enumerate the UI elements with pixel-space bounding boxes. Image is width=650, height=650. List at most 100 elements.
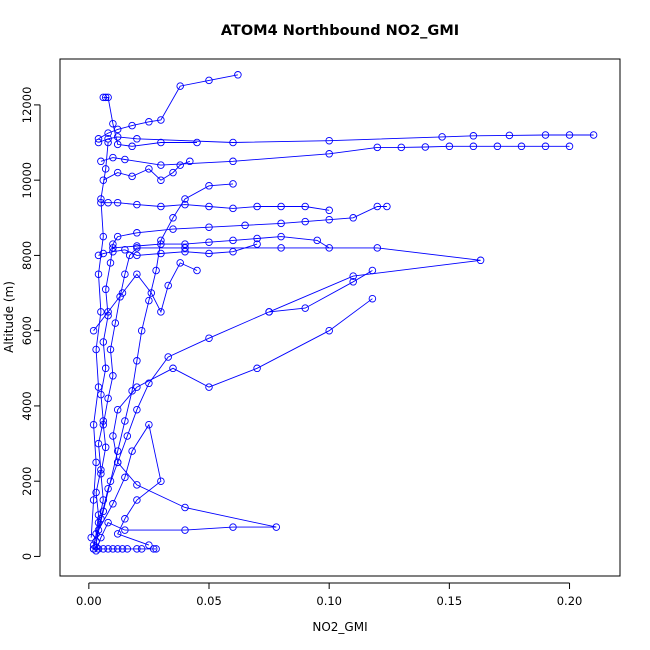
y-tick-label: 10000 [20,162,34,199]
series-line [95,247,481,548]
y-tick-label: 0 [20,553,34,560]
data-point [205,238,213,246]
data-point [181,247,189,256]
data-point [145,296,153,305]
y-tick-label: 12000 [20,87,34,124]
data-point [169,214,177,222]
series-9 [109,232,333,252]
data-point [109,244,117,252]
data-point [229,523,237,531]
data-point [169,168,177,177]
data-point [157,308,165,316]
data-point [113,168,122,177]
data-point [121,473,129,482]
data-point [109,240,117,248]
data-point [325,150,333,158]
data-point [133,545,141,553]
data-point [169,225,177,233]
data-point [469,142,478,151]
series-line [100,202,330,211]
data-point [253,240,261,248]
data-point [97,308,105,316]
data-point [147,289,156,297]
data-point [145,541,153,549]
data-point [176,161,184,169]
data-point [128,121,136,130]
data-point [94,138,103,147]
x-axis: 0.00 0.05 0.10 0.15 0.20 [76,582,582,608]
data-point [94,545,103,553]
data-point [505,131,514,140]
y-tick-label: 6000 [20,316,34,345]
data-point [152,545,160,553]
data-point [145,165,153,173]
data-point [92,537,100,546]
data-point [97,469,105,478]
data-point [104,394,112,403]
data-point [325,215,333,224]
data-point [94,526,103,534]
data-point [128,142,136,151]
series-12 [89,545,160,553]
data-point [133,135,141,143]
data-point [157,161,165,169]
data-point [277,202,285,211]
data-point [205,223,213,231]
series-1 [89,202,391,553]
data-point [89,545,98,553]
data-point [176,82,184,90]
data-point [133,200,141,209]
y-tick-label: 2000 [20,467,34,496]
data-point [99,338,108,346]
data-point [157,176,165,184]
data-point [272,523,281,531]
data-point [113,198,122,207]
data-point [565,142,574,151]
data-point [176,259,184,267]
data-point [106,345,115,354]
data-point [383,202,391,211]
series-layer [87,71,598,555]
data-point [109,545,117,553]
data-point [121,417,129,425]
data-point [229,157,237,166]
series-line [93,262,198,331]
data-point [181,526,189,534]
data-point [145,379,153,388]
data-point [164,281,172,290]
series-6 [99,93,201,151]
data-point [181,195,189,203]
data-point [133,383,141,391]
y-tick-label: 4000 [20,391,34,420]
data-point [113,232,122,241]
data-point [373,143,382,152]
data-point [589,131,598,139]
data-point [421,143,430,151]
data-point [101,364,110,373]
data-point [113,140,122,149]
data-point [99,496,108,504]
data-point [145,420,153,429]
series-line [93,206,387,549]
data-point [157,202,165,211]
data-point [92,345,100,354]
data-point [234,71,242,79]
data-point [205,383,213,391]
series-line [100,145,570,166]
series-line [95,183,234,542]
data-point [101,165,110,173]
series-line [98,243,258,256]
data-point [109,153,117,162]
data-point [137,545,146,553]
data-point [133,357,141,365]
series-13 [92,180,237,546]
data-point [128,447,136,455]
data-point [229,138,237,147]
data-point [205,249,213,258]
data-point [445,142,454,151]
series-5 [94,71,242,143]
data-point [99,232,108,241]
data-point [541,142,550,151]
data-point [157,116,165,124]
data-point [111,319,120,327]
